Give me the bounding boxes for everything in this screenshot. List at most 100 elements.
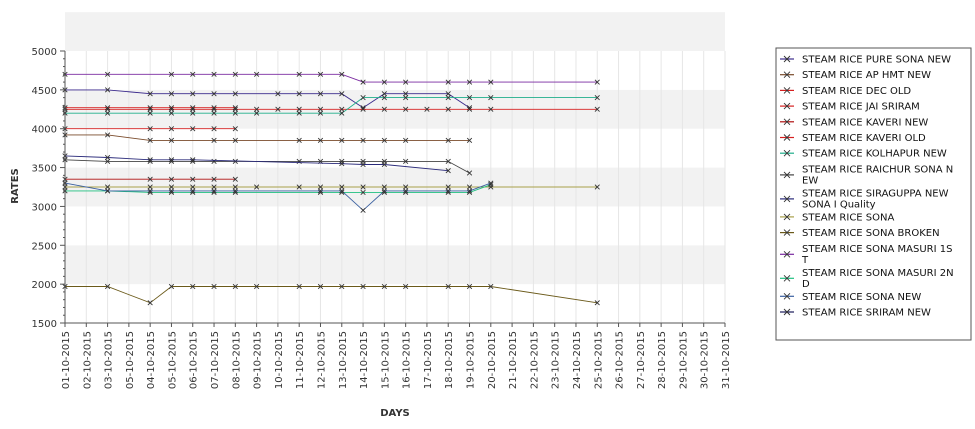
data-point-marker — [339, 184, 345, 190]
y-tick-label: 3000 — [32, 202, 57, 213]
legend-label: STEAM RICE SONA MASURI 1S — [802, 244, 952, 255]
data-point-marker — [317, 283, 324, 290]
data-point-marker — [232, 110, 238, 116]
data-point-marker — [403, 91, 409, 97]
data-point-marker — [168, 176, 175, 182]
data-point-marker — [211, 283, 217, 290]
series-line — [65, 89, 470, 109]
data-point-marker — [488, 79, 494, 85]
data-point-marker — [466, 184, 473, 190]
data-point-marker — [211, 105, 217, 111]
data-point-marker — [168, 188, 175, 194]
y-tick-label: 1500 — [32, 319, 57, 330]
data-point-marker — [445, 283, 451, 290]
data-point-marker — [190, 71, 196, 77]
x-tick-label: 10-10-2015 — [274, 331, 285, 389]
legend-label: T — [801, 255, 809, 266]
legend-label: STEAM RICE KOLHAPUR NEW — [802, 149, 947, 160]
legend-label: STEAM RICE SONA MASURI 2N — [802, 268, 954, 279]
legend-swatch-marker — [783, 195, 791, 203]
data-point-marker — [445, 79, 451, 85]
data-point-marker — [104, 110, 111, 116]
data-point-marker — [381, 283, 387, 290]
data-point-marker — [190, 105, 196, 111]
legend-swatch-marker — [783, 71, 791, 79]
legend-swatch-marker — [783, 213, 791, 221]
data-point-marker — [445, 168, 451, 174]
legend-label: STEAM RICE AP HMT NEW — [802, 70, 931, 81]
data-point-marker — [147, 176, 153, 182]
data-point-marker — [104, 158, 111, 164]
data-point-marker — [168, 126, 175, 132]
data-point-marker — [339, 158, 345, 164]
data-point-marker — [253, 71, 260, 77]
data-point-marker — [317, 91, 324, 97]
data-point-marker — [168, 157, 175, 163]
legend-swatch-marker — [783, 102, 791, 110]
data-point-marker — [339, 137, 345, 143]
data-point-marker — [211, 91, 217, 97]
data-point-marker — [296, 137, 302, 143]
x-tick-label: 19-10-2015 — [466, 331, 477, 389]
data-point-marker — [147, 137, 153, 143]
data-point-marker — [168, 110, 175, 116]
y-axis-title: RATES — [10, 168, 21, 204]
data-point-marker — [339, 91, 345, 97]
legend-label: STEAM RICE SONA NEW — [802, 292, 921, 303]
x-tick-label: 30-10-2015 — [700, 331, 711, 389]
data-point-marker — [168, 105, 175, 111]
data-point-marker — [594, 106, 600, 112]
legend-label: STEAM RICE SRIRAM NEW — [802, 308, 931, 319]
legend: STEAM RICE PURE SONA NEW STEAM RICE AP HM… — [775, 47, 972, 341]
data-point-marker — [296, 283, 302, 290]
legend-swatch-marker — [783, 134, 791, 141]
data-point-marker — [147, 188, 153, 194]
series-4 — [62, 176, 238, 182]
series-5 — [62, 105, 238, 111]
data-point-marker — [190, 157, 196, 163]
x-tick-label: 21-10-2015 — [508, 331, 519, 389]
legend-label: STEAM RICE RAICHUR SONA N — [802, 164, 953, 175]
x-tick-label: 11-10-2015 — [295, 331, 306, 389]
legend-item: STEAM RICE PURE SONA NEW — [780, 55, 951, 66]
data-point-marker — [466, 188, 473, 194]
data-point-marker — [232, 137, 238, 143]
data-point-marker — [147, 157, 153, 163]
legend-item: STEAM RICE KAVERI OLD — [780, 133, 926, 144]
data-point-marker — [168, 71, 175, 77]
x-tick-label: 01-10-2015 — [61, 331, 72, 389]
series-12 — [62, 182, 494, 196]
data-point-marker — [594, 79, 600, 85]
data-point-marker — [594, 300, 600, 306]
data-point-marker — [594, 184, 600, 190]
data-point-marker — [488, 182, 494, 188]
data-point-marker — [488, 180, 494, 186]
legend-label: D — [802, 279, 810, 290]
data-point-marker — [275, 106, 281, 112]
data-point-marker — [466, 106, 473, 112]
series-11 — [62, 71, 600, 85]
data-point-marker — [488, 95, 494, 101]
y-tick-labels: 1500 2000 2500 3000 3500 4000 4500 5000 — [32, 47, 57, 330]
legend-label: STEAM RICE KAVERI OLD — [802, 133, 926, 144]
data-point-marker — [445, 184, 451, 190]
x-axis-title: DAYS — [380, 408, 410, 419]
series-line — [65, 286, 598, 304]
data-point-marker — [360, 161, 366, 168]
legend-item: STEAM RICE AP HMT NEW — [780, 70, 931, 81]
data-point-marker — [104, 71, 111, 77]
data-point-marker — [104, 283, 111, 290]
legend-label: STEAM RICE SONA — [802, 212, 894, 223]
data-point-marker — [445, 137, 451, 143]
data-point-marker — [466, 170, 473, 176]
data-point-marker — [296, 106, 302, 112]
data-point-marker — [339, 71, 345, 77]
legend-item: STEAM RICE SONA NEW — [780, 292, 921, 303]
legend-item: STEAM RICE SRIRAM NEW — [780, 308, 931, 319]
data-point-marker — [190, 176, 196, 182]
legend-item: STEAM RICE SONA BROKEN — [780, 228, 940, 239]
data-point-marker — [445, 91, 451, 97]
data-point-marker — [232, 126, 238, 132]
y-tick-label: 4000 — [32, 125, 57, 136]
